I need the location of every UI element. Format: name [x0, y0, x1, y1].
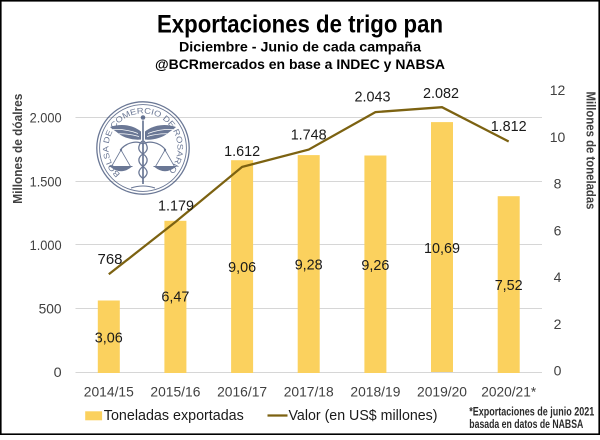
- svg-text:2019/20: 2019/20: [417, 384, 467, 400]
- svg-text:*Exportaciones de junio 2021: *Exportaciones de junio 2021: [469, 407, 594, 419]
- svg-text:1.500: 1.500: [30, 173, 62, 189]
- svg-text:Millones de toneladas: Millones de toneladas: [584, 92, 599, 210]
- svg-text:8: 8: [554, 176, 562, 192]
- svg-text:Millones de dóalres: Millones de dóalres: [10, 94, 25, 204]
- svg-text:2.082: 2.082: [423, 85, 459, 102]
- svg-text:1.612: 1.612: [224, 143, 260, 160]
- svg-text:2017/18: 2017/18: [284, 384, 334, 400]
- svg-text:2015/16: 2015/16: [150, 384, 200, 400]
- svg-text:2: 2: [554, 316, 562, 332]
- svg-text:Diciembre - Junio de cada camp: Diciembre - Junio de cada campaña: [179, 39, 421, 55]
- svg-text:500: 500: [39, 301, 62, 317]
- svg-text:Exportaciones de trigo pan: Exportaciones de trigo pan: [157, 11, 443, 39]
- svg-text:10: 10: [550, 129, 566, 145]
- svg-text:Valor (en US$ millones): Valor (en US$ millones): [289, 407, 438, 424]
- svg-text:6: 6: [554, 223, 562, 239]
- svg-text:0: 0: [554, 363, 562, 379]
- svg-text:0: 0: [54, 364, 62, 380]
- svg-text:3,06: 3,06: [95, 329, 123, 346]
- svg-text:7,52: 7,52: [495, 277, 523, 294]
- svg-text:10,69: 10,69: [424, 240, 460, 257]
- svg-text:1.812: 1.812: [491, 118, 527, 135]
- svg-text:2.000: 2.000: [30, 110, 62, 126]
- svg-text:1.179: 1.179: [158, 198, 194, 215]
- svg-text:2014/15: 2014/15: [84, 384, 134, 400]
- svg-text:@BCRmercados en base a INDEC y: @BCRmercados en base a INDEC y NABSA: [155, 56, 445, 72]
- svg-text:2016/17: 2016/17: [217, 384, 267, 400]
- svg-text:9,06: 9,06: [228, 259, 256, 276]
- svg-text:2.043: 2.043: [355, 89, 391, 106]
- svg-text:12: 12: [550, 82, 566, 98]
- svg-text:Toneladas exportadas: Toneladas exportadas: [104, 407, 244, 424]
- svg-text:2018/19: 2018/19: [350, 384, 400, 400]
- svg-text:9,26: 9,26: [361, 257, 389, 274]
- svg-text:6,47: 6,47: [161, 288, 189, 305]
- svg-text:768: 768: [98, 251, 123, 268]
- svg-text:4: 4: [554, 269, 562, 285]
- svg-text:2020/21*: 2020/21*: [481, 384, 537, 400]
- svg-text:basada en datos de NABSA: basada en datos de NABSA: [469, 419, 583, 431]
- svg-text:1.000: 1.000: [30, 237, 62, 253]
- svg-text:9,28: 9,28: [295, 257, 323, 274]
- svg-text:1.748: 1.748: [291, 126, 327, 143]
